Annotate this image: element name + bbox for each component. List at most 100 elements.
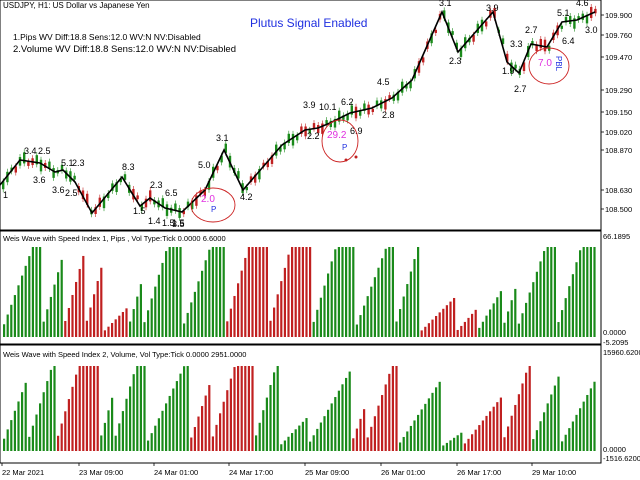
price-label: 109.760 <box>605 31 632 40</box>
histogram-bar <box>345 247 348 337</box>
histogram-bar <box>208 249 211 337</box>
candle-body <box>153 199 156 205</box>
histogram-bar <box>111 397 114 451</box>
candle-body <box>300 126 303 134</box>
signal-marker[interactable]: 7.0 PBL <box>528 47 570 85</box>
indicator-info-1: 1.Pips WV Diff:18.8 Sens:12.0 WV:N NV:Di… <box>13 32 201 42</box>
candle-body <box>291 133 295 146</box>
histogram-bar <box>553 247 556 337</box>
histogram-bar <box>316 309 319 337</box>
wave-label: 4.5 <box>377 77 390 87</box>
histogram-bar <box>496 402 499 451</box>
histogram-bar <box>579 250 582 337</box>
histogram-bar <box>528 366 531 451</box>
histogram-bar <box>291 247 294 337</box>
histogram-bar <box>291 433 294 451</box>
signal-marker[interactable]: 29.2 P <box>321 119 359 163</box>
candle-body <box>363 103 366 111</box>
histogram-bar <box>211 247 214 337</box>
candle-body <box>401 81 404 93</box>
histogram-bar <box>168 395 171 451</box>
candle-body <box>422 57 425 63</box>
histogram-bar <box>525 372 528 451</box>
histogram-bar <box>103 330 106 337</box>
histogram-bar <box>568 286 571 337</box>
candle-body <box>123 174 127 180</box>
histogram-bar <box>399 442 402 451</box>
histogram-bar <box>136 296 139 337</box>
histogram-bar <box>273 307 276 337</box>
histogram-bar <box>301 421 304 451</box>
indicator-info-2: 2.Volume WV Diff:18.8 Sens:12.0 WV:N NV:… <box>13 44 236 55</box>
indicator-2-scale-top: 15960.6200 <box>603 348 640 357</box>
histogram-bar <box>215 247 218 337</box>
time-axis[interactable]: 22 Mar 2021 23 Mar 09:00 24 Mar 01:00 24 Ma… <box>1 463 576 477</box>
histogram-bar <box>453 437 456 451</box>
wave-label: 1.5 <box>133 206 146 216</box>
histogram-bar <box>100 267 103 337</box>
histogram-bar <box>546 247 549 337</box>
histogram-bar <box>312 321 315 337</box>
price-label: 108.870 <box>605 146 632 155</box>
histogram-bar <box>262 247 265 337</box>
candle-body <box>60 165 64 171</box>
histogram-bar <box>539 261 542 337</box>
histogram-bar <box>53 366 56 451</box>
histogram-bar <box>503 322 506 337</box>
candle-body <box>245 186 248 191</box>
price-label: 109.150 <box>605 108 632 117</box>
candle-body <box>514 64 517 69</box>
time-label: 24 Mar 01:00 <box>154 468 198 477</box>
histogram-bar <box>561 310 564 337</box>
histogram-bar <box>485 315 488 337</box>
candle-body <box>443 10 446 19</box>
histogram-bar <box>179 247 182 337</box>
histogram-bar <box>402 296 405 337</box>
price-axis[interactable]: 109.900 109.760 109.470 109.290 109.150 109.0… <box>601 11 632 214</box>
histogram-bar <box>438 312 441 337</box>
histogram-bar <box>255 247 258 337</box>
histogram-bar <box>201 406 204 451</box>
histogram-bar <box>197 416 200 451</box>
histogram-bar <box>258 422 261 451</box>
histogram-bar <box>204 260 207 337</box>
candle-body <box>325 120 328 124</box>
candle-body <box>224 143 227 153</box>
wave-label: 2.5 <box>65 188 78 198</box>
histogram-bar <box>553 385 556 451</box>
histogram-bar <box>355 428 358 451</box>
wave-label: 2.3 <box>449 56 462 66</box>
histogram-bar <box>85 366 88 451</box>
wave-label: 6.4 <box>562 36 575 46</box>
signal-ellipse <box>528 47 570 85</box>
candle-body <box>220 155 223 163</box>
histogram-bar <box>150 433 153 451</box>
histogram-bar <box>355 324 358 337</box>
histogram-bar <box>283 267 286 337</box>
price-label: 109.290 <box>605 86 632 95</box>
candle-body <box>249 176 253 182</box>
histogram-bar <box>435 315 438 337</box>
histogram-bar <box>168 247 171 337</box>
candle-body <box>149 190 152 202</box>
candle-body <box>191 201 194 210</box>
candle-body <box>321 123 324 134</box>
candle-body <box>405 84 408 89</box>
histogram-bar <box>507 426 510 451</box>
histogram-bar <box>467 438 470 451</box>
histogram-bar <box>118 315 121 337</box>
wave-label: 2.7 <box>514 84 527 94</box>
histogram-bar <box>251 247 254 337</box>
histogram-bar <box>280 281 283 337</box>
candle-body <box>14 166 17 173</box>
histogram-bar <box>125 308 128 337</box>
candle-body <box>111 183 114 191</box>
histogram-bar <box>237 366 240 451</box>
histogram-bar <box>305 418 308 451</box>
histogram-bar <box>219 247 222 337</box>
signal-marker[interactable]: 2.0 P <box>190 187 236 223</box>
histogram-bar <box>13 410 16 451</box>
histogram-bar <box>201 270 204 337</box>
histogram-bar <box>399 309 402 337</box>
